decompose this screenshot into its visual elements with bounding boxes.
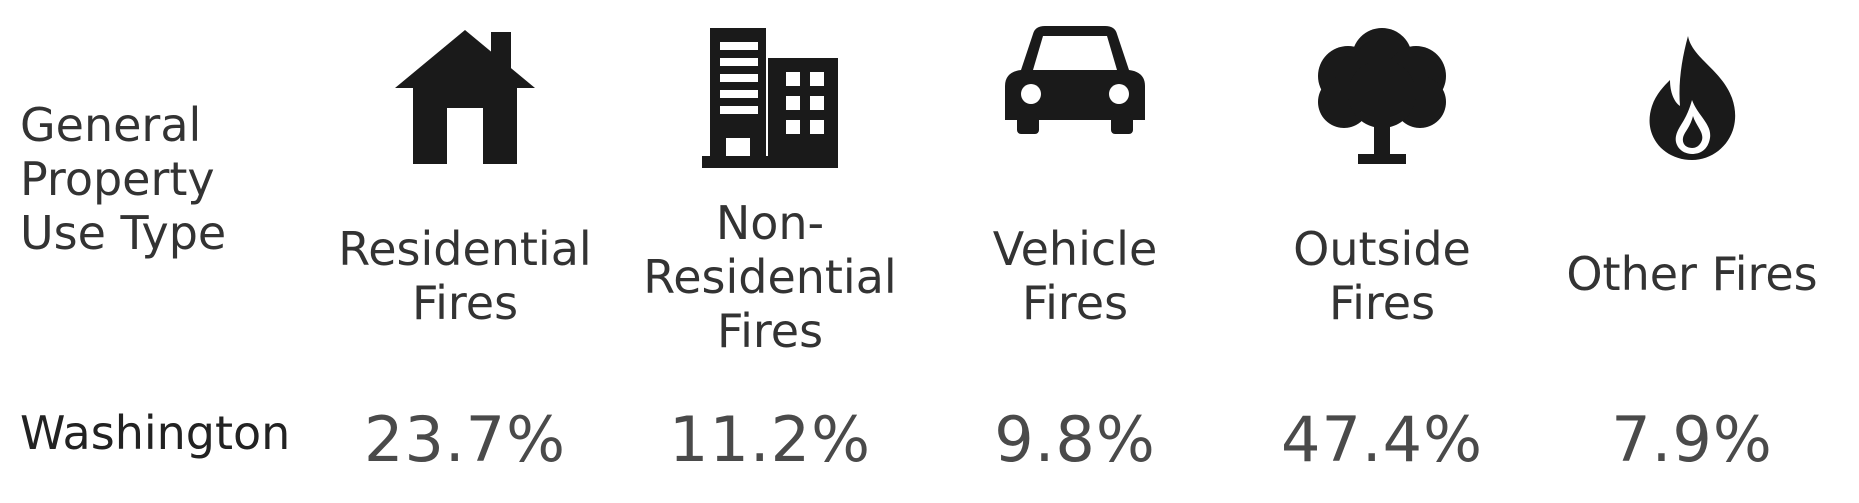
category-label-non-residential: Non- Residential Fires	[643, 196, 897, 358]
column-residential: Residential Fires 23.7%	[315, 0, 615, 503]
category-label-residential: Residential Fires	[338, 222, 592, 330]
value-residential: 23.7%	[364, 403, 566, 476]
category-label-outside: Outside Fires	[1293, 222, 1471, 330]
car-icon	[1005, 26, 1145, 134]
value-vehicle: 9.8%	[994, 403, 1156, 476]
value-other: 7.9%	[1611, 403, 1773, 476]
flame-icon	[1648, 36, 1736, 160]
row-header-label: General Property Use Type	[20, 98, 227, 260]
value-non-residential: 11.2%	[669, 403, 871, 476]
category-label-vehicle: Vehicle Fires	[992, 222, 1158, 330]
column-vehicle: Vehicle Fires 9.8%	[925, 0, 1225, 503]
building-icon	[702, 28, 838, 168]
value-outside: 47.4%	[1281, 403, 1483, 476]
category-label-other: Other Fires	[1566, 247, 1818, 301]
house-icon	[395, 26, 535, 166]
column-non-residential: Non- Residential Fires 11.2%	[620, 0, 920, 503]
series-label-washington: Washington	[20, 406, 291, 460]
column-outside: Outside Fires 47.4%	[1232, 0, 1532, 503]
column-other: Other Fires 7.9%	[1542, 0, 1842, 503]
tree-icon	[1314, 28, 1450, 164]
